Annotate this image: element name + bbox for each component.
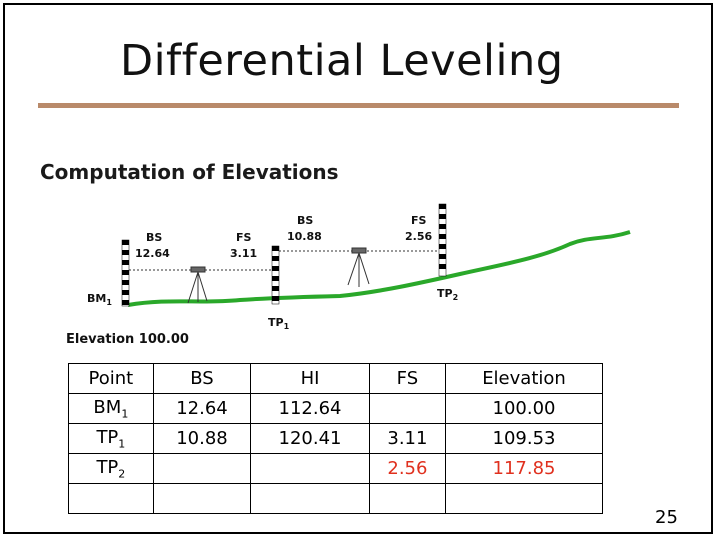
table-row: TP1 10.88 120.41 3.11 109.53 [68, 423, 603, 454]
header-point: Point [68, 363, 154, 394]
page-number: 25 [655, 507, 678, 528]
table-header-row: Point BS HI FS Elevation [68, 363, 603, 394]
leveling-rod-tp2 [438, 203, 447, 277]
fs2-label: FS [411, 214, 427, 227]
cell-bs [152, 453, 252, 484]
header-bs: BS [152, 363, 252, 394]
cell-elevation [445, 483, 603, 514]
cell-fs: 2.56 [368, 453, 447, 484]
bs1-label: BS [146, 231, 162, 244]
cell-bs: 10.88 [152, 423, 252, 454]
slide-title: Differential Leveling [120, 36, 564, 86]
cell-fs: 3.11 [368, 423, 447, 454]
level-instrument-1 [187, 266, 208, 304]
title-underline [38, 103, 679, 108]
cell-fs [368, 483, 447, 514]
cell-elevation: 100.00 [445, 393, 603, 424]
bm1-label: BM1 [87, 292, 112, 307]
cell-hi [250, 453, 370, 484]
cell-hi: 120.41 [250, 423, 370, 454]
cell-point: BM1 [68, 393, 154, 424]
cell-bs [152, 483, 252, 514]
cell-bs: 12.64 [152, 393, 252, 424]
cell-hi [250, 483, 370, 514]
fs1-value: 3.11 [230, 247, 257, 260]
fs1-label: FS [236, 231, 252, 244]
cell-elevation: 117.85 [445, 453, 603, 484]
table-row: BM1 12.64 112.64 100.00 [68, 393, 603, 424]
table-row [68, 483, 603, 514]
bs2-label: BS [297, 214, 313, 227]
bs1-value: 12.64 [135, 247, 170, 260]
header-elevation: Elevation [445, 363, 603, 394]
cell-hi: 112.64 [250, 393, 370, 424]
cell-point [68, 483, 154, 514]
elevation-note: Elevation 100.00 [66, 332, 189, 347]
tp2-label: TP2 [437, 287, 458, 302]
header-hi: HI [250, 363, 370, 394]
cell-point: TP1 [68, 423, 154, 454]
leveling-rod-tp1 [271, 245, 280, 305]
header-fs: FS [368, 363, 447, 394]
leveling-rod-bm1 [121, 239, 130, 307]
cell-elevation: 109.53 [445, 423, 603, 454]
tp1-label: TP1 [268, 316, 290, 331]
section-heading: Computation of Elevations [40, 160, 339, 184]
bs2-value: 10.88 [287, 230, 322, 243]
level-instrument-2 [347, 247, 370, 287]
table-row: TP2 2.56 117.85 [68, 453, 603, 484]
fs2-value: 2.56 [405, 230, 432, 243]
cell-fs [368, 393, 447, 424]
ground-line [127, 230, 631, 307]
cell-point: TP2 [68, 453, 154, 484]
elevation-table: Point BS HI FS Elevation BM1 12.64 112.6… [68, 363, 603, 514]
